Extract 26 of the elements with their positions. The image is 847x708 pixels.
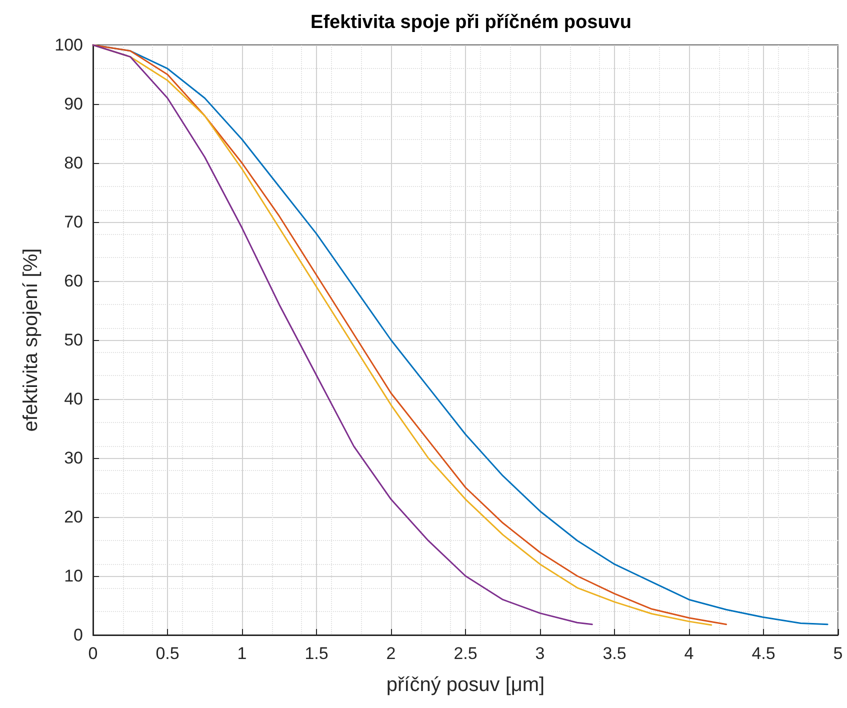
line-series xyxy=(92,44,593,626)
x-tick-label: 0.5 xyxy=(156,644,180,663)
x-tick-label: 1 xyxy=(237,644,247,663)
x-tick-label: 4 xyxy=(684,644,694,663)
y-tick-label: 80 xyxy=(64,154,83,172)
y-axis-title: efektivita spojení [%] xyxy=(20,248,42,432)
x-tick-label: 0 xyxy=(88,644,98,663)
y-tick-label: 50 xyxy=(64,330,83,350)
y-tick-label: 90 xyxy=(64,94,83,114)
x-tick-label: 3.5 xyxy=(602,644,626,663)
y-tick-label: 30 xyxy=(64,448,83,468)
y-tick-label: 0 xyxy=(74,626,83,644)
x-tick-label: 4.5 xyxy=(752,644,776,663)
y-tick-label: 100 xyxy=(54,36,83,54)
x-axis-title: příčný posuv [μm] xyxy=(386,674,545,696)
x-tick-label: 2.5 xyxy=(454,644,478,663)
y-tick-label: 20 xyxy=(64,508,83,526)
y-tick-label: 70 xyxy=(64,212,83,232)
x-tick-label: 2 xyxy=(386,644,396,663)
y-tick-label: 60 xyxy=(64,272,83,290)
y-tick-label: 40 xyxy=(64,390,83,408)
y-tick-label: 10 xyxy=(64,566,83,586)
chart-title: Efektivita spoje při příčném posuvu xyxy=(310,12,632,33)
x-tick-label: 3 xyxy=(535,644,545,663)
x-tick-label: 5 xyxy=(833,644,843,663)
x-tick-label: 1.5 xyxy=(304,644,328,663)
